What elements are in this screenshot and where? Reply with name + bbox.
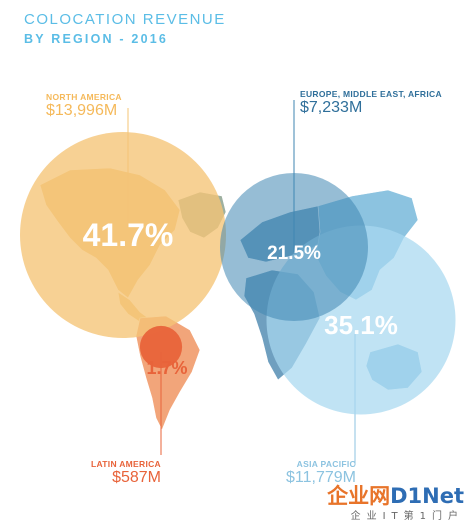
share-label-emea: 21.5% — [267, 243, 321, 264]
region-name-emea: EUROPE, MIDDLE EAST, AFRICA — [300, 89, 442, 99]
share-label-latin-america: 1.7% — [146, 358, 187, 378]
region-name-asia-pacific: ASIA PACIFIC — [296, 459, 356, 469]
watermark-logo: 企业网D1Net 企业IT第1门户 — [327, 485, 464, 522]
region-value-emea: $7,233M — [300, 99, 363, 116]
region-value-latin-america: $587M — [112, 469, 161, 486]
chart-title: COLOCATION REVENUE — [24, 11, 226, 28]
watermark-brand-b: D1Net — [390, 484, 464, 508]
callout-latin-america: LATIN AMERICA $587M — [90, 459, 161, 487]
region-value-north-america: $13,996M — [46, 102, 118, 119]
callout-asia-pacific: ASIA PACIFIC $11,779M — [276, 459, 356, 487]
share-label-north-america: 41.7% — [83, 217, 174, 253]
region-value-asia-pacific: $11,779M — [286, 469, 356, 486]
watermark-tagline: 企业IT第1门户 — [350, 511, 464, 522]
bubble-emea — [220, 173, 368, 321]
region-name-north-america: NORTH AMERICA — [46, 92, 122, 102]
share-label-asia-pacific: 35.1% — [324, 310, 398, 340]
callout-emea: EUROPE, MIDDLE EAST, AFRICA $7,233M — [300, 89, 442, 117]
bubble-latin-america — [139, 325, 183, 369]
watermark-brand-a: 企业网 — [327, 484, 391, 508]
bubble-north-america — [20, 132, 226, 338]
callout-north-america: NORTH AMERICA $13,996M — [46, 92, 122, 120]
chart-subtitle: BY REGION - 2016 — [24, 32, 169, 46]
region-name-latin-america: LATIN AMERICA — [90, 459, 161, 469]
